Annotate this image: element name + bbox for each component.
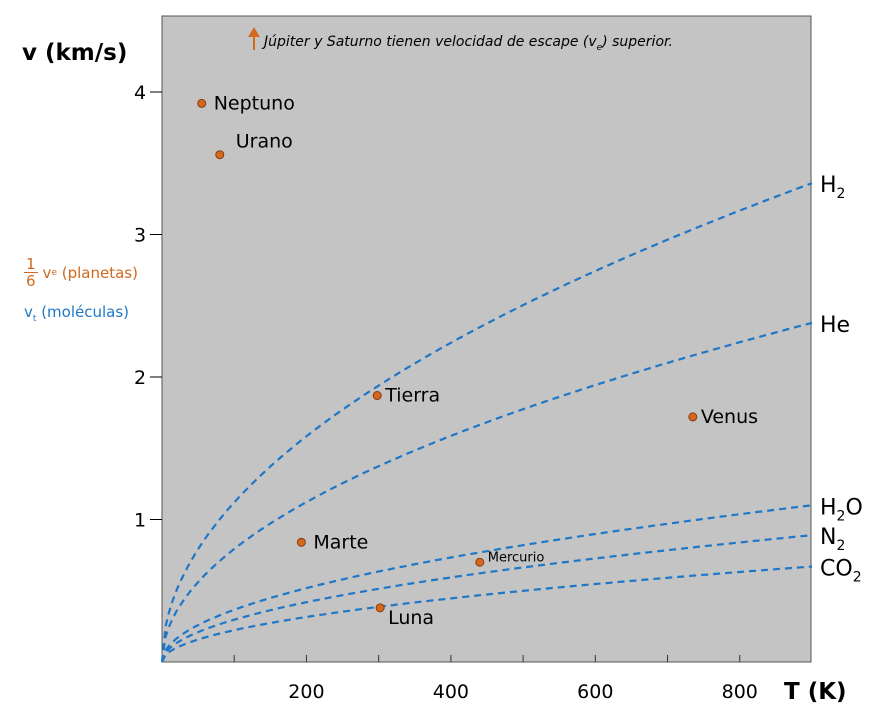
axes-layer: 1 2 3 4 200 400 600 800 T (K) v (km/s) [22, 40, 847, 705]
legend-thermal-velocity: vt (moléculas) [24, 303, 129, 324]
point-label-mercurio: Mercurio [488, 550, 545, 565]
x-tick-label: 600 [577, 681, 613, 703]
ve-subscript: e [51, 267, 57, 278]
curve-label: He [820, 313, 850, 338]
point-neptuno [197, 98, 207, 108]
y-tick-label: 2 [134, 367, 146, 389]
point-urano [215, 150, 225, 160]
point-label-marte: Marte [313, 531, 368, 553]
curve-label: CO2 [820, 557, 862, 586]
curve-label-suffix: O [845, 495, 862, 520]
point-tierra [372, 391, 382, 401]
curve-h2o [160, 504, 813, 663]
x-tick-label: 800 [722, 681, 758, 703]
annotation-suffix: ) superior. [601, 34, 673, 50]
point-venus [688, 412, 698, 422]
x-axis-label: T (K) [784, 679, 847, 705]
point-luna [375, 603, 385, 613]
fraction: 1 6 [24, 256, 38, 289]
annotation-subscript: e [597, 43, 603, 53]
vt-subscript: t [32, 314, 37, 324]
curve-h2 [160, 182, 813, 663]
vt-symbol: v [24, 303, 33, 321]
points-layer: Neptuno Urano Tierra Venus Marte Mercurio Luna [197, 92, 758, 629]
ve-symbol: v [42, 263, 52, 282]
point-label-neptuno: Neptuno [214, 92, 295, 114]
y-tick-label: 3 [134, 225, 146, 247]
point-label-urano: Urano [236, 131, 293, 153]
curve-label-subscript: 2 [837, 508, 846, 524]
point-label-luna: Luna [388, 607, 434, 629]
curve-label-subscript: 2 [837, 186, 846, 202]
point-mercurio [475, 557, 485, 567]
y-axis-label: v (km/s) [22, 40, 127, 66]
plot-area [161, 15, 812, 663]
point-label-tierra: Tierra [384, 385, 440, 407]
ve-text: (planetas) [56, 263, 138, 282]
fraction-numerator: 1 [24, 255, 38, 273]
fraction-denominator: 6 [26, 272, 36, 290]
y-tick-label: 1 [134, 510, 146, 532]
curve-label: H2 [820, 173, 845, 202]
x-tick-label: 200 [288, 681, 324, 703]
vt-text: (moléculas) [36, 303, 130, 321]
y-tick-label: 4 [134, 82, 146, 104]
annotation: Júpiter y Saturno tienen velocidad de es… [248, 27, 673, 53]
curve-he [160, 321, 813, 663]
point-marte [296, 537, 306, 547]
curve-label: H2O [820, 495, 863, 524]
curve-label-subscript: 2 [853, 570, 862, 586]
curve-label-subscript: 2 [836, 538, 845, 554]
curve-co2 [161, 565, 813, 663]
annotation-text: Júpiter y Saturno tienen velocidad de es… [261, 34, 673, 53]
curve-n2 [160, 534, 813, 663]
arrow-up-icon [248, 27, 260, 37]
point-label-venus: Venus [701, 406, 758, 428]
curve-label: N2 [820, 525, 845, 554]
x-tick-label: 400 [433, 681, 469, 703]
